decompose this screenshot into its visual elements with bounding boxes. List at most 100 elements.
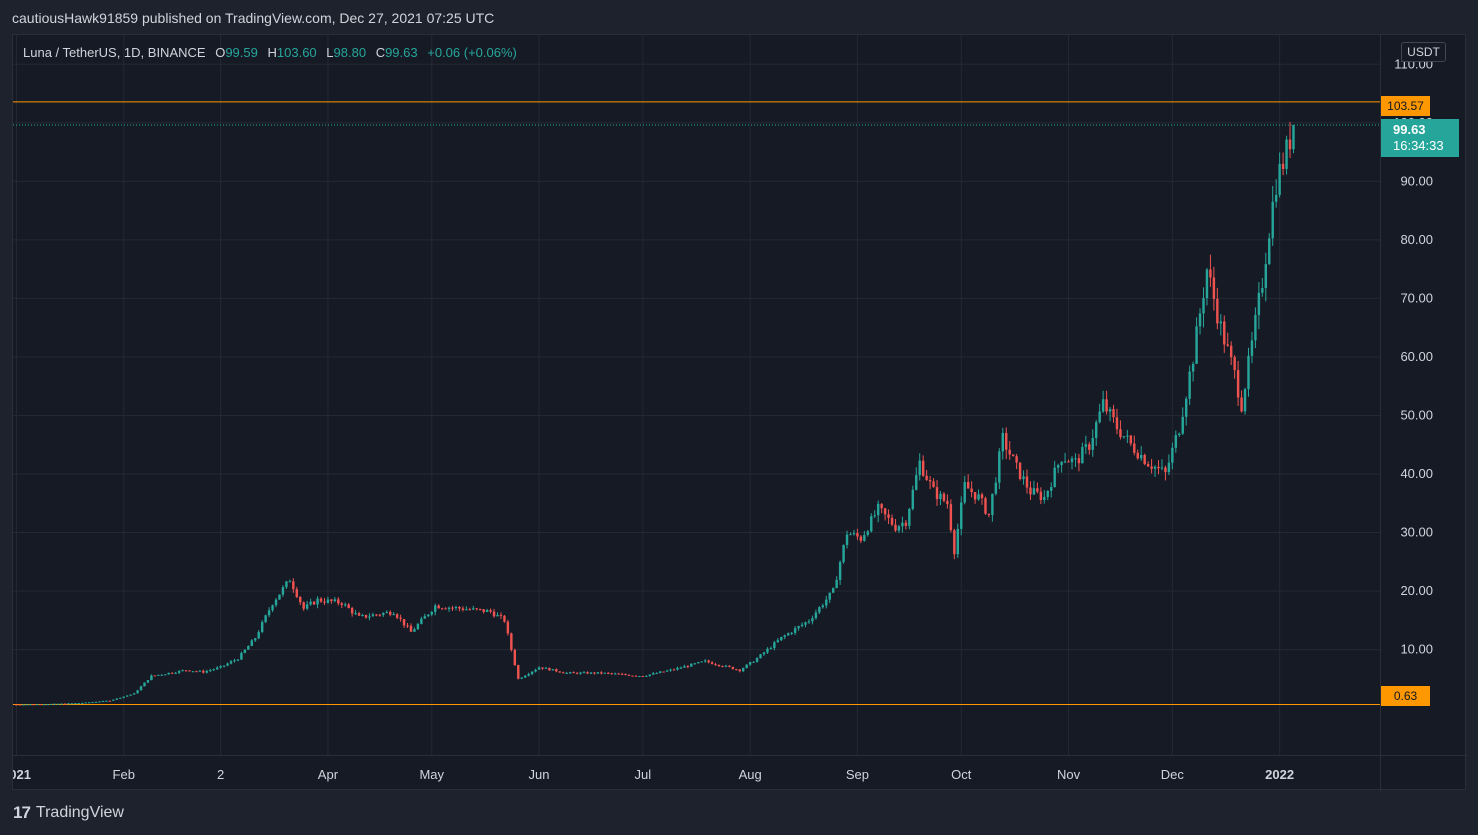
candle-body: [170, 672, 174, 674]
y-tick-label: 90.00: [1400, 173, 1433, 188]
candle-body: [728, 665, 731, 667]
candle-body: [783, 635, 786, 637]
candle-body: [973, 492, 977, 500]
candle-body: [285, 581, 288, 588]
candle-body: [465, 609, 468, 611]
candle-body: [870, 516, 873, 532]
candle-body: [427, 614, 430, 617]
candle-body: [814, 612, 818, 619]
candle-body: [510, 633, 513, 650]
candle-body: [430, 611, 433, 615]
candle-body: [330, 599, 333, 602]
candle-body: [572, 672, 575, 674]
candle-body: [638, 676, 641, 678]
candle-body: [1153, 466, 1157, 469]
candle-body: [22, 704, 25, 706]
candle-body: [1212, 277, 1216, 299]
candle-body: [520, 677, 523, 679]
candle-body: [1288, 139, 1292, 150]
symbol-title[interactable]: Luna / TetherUS, 1D, BINANCE: [23, 45, 206, 60]
y-tick-label: 50.00: [1400, 407, 1433, 422]
candle-body: [994, 482, 998, 494]
x-tick-label: Dec: [1161, 767, 1185, 782]
candle-body: [773, 642, 776, 649]
candle-body: [1098, 411, 1101, 423]
candle-body: [593, 672, 596, 674]
candle-body: [32, 704, 35, 706]
candle-body: [209, 670, 212, 672]
candle-body: [56, 703, 60, 705]
candle-body: [1250, 340, 1254, 356]
candle-body: [856, 532, 859, 537]
close-value: 99.63: [385, 45, 418, 60]
candle-body: [125, 695, 129, 697]
candle-body: [316, 598, 319, 605]
candle-body: [1063, 461, 1067, 463]
candle-body: [98, 701, 101, 703]
candle-body: [136, 690, 139, 694]
candle-body: [1129, 435, 1133, 444]
chart-panel[interactable]: 110.00100.0090.0080.0070.0060.0050.0040.…: [12, 34, 1467, 791]
candle-body: [1011, 454, 1015, 457]
candle-body: [1105, 399, 1108, 412]
candle-body: [821, 605, 825, 608]
candle-body: [925, 475, 928, 480]
candle-body: [1122, 436, 1126, 438]
candle-body: [357, 613, 361, 616]
x-tick-label: Sep: [846, 767, 869, 782]
candle-body: [1032, 488, 1036, 495]
candle-body: [980, 494, 984, 499]
high-label: H: [267, 45, 277, 60]
candle-body: [39, 704, 42, 706]
candle-body: [551, 669, 555, 671]
tradingview-logo-icon: 17: [13, 803, 31, 822]
candle-body: [350, 608, 354, 614]
candle-body: [880, 503, 883, 509]
candle-body: [1022, 476, 1025, 480]
candle-body: [859, 536, 863, 541]
candle-body: [1095, 422, 1098, 439]
candle-body: [745, 664, 748, 669]
candle-body: [1226, 344, 1229, 346]
open-label: O: [215, 45, 226, 60]
candle-body: [420, 618, 423, 624]
candle-body: [146, 680, 150, 683]
candle-body: [458, 606, 461, 609]
candle-body: [1157, 466, 1160, 469]
candle-body: [700, 661, 703, 663]
candle-body: [454, 606, 458, 608]
candle-body: [655, 673, 658, 675]
currency-button[interactable]: USDT: [1401, 42, 1446, 62]
candle-body: [697, 662, 700, 664]
candle-body: [1115, 417, 1119, 430]
candle-body: [949, 504, 953, 531]
x-tick-label: Nov: [1057, 767, 1081, 782]
candle-body: [143, 682, 146, 687]
tradingview-logo[interactable]: 17 TradingView: [13, 803, 124, 823]
candle-body: [1198, 313, 1202, 327]
candle-body: [686, 666, 690, 668]
candlestick-chart[interactable]: 110.00100.0090.0080.0070.0060.0050.0040.…: [13, 35, 1467, 791]
candle-body: [36, 704, 39, 706]
candle-body: [631, 675, 634, 677]
candle-body: [77, 703, 80, 705]
candle-body: [181, 670, 184, 672]
candle-body: [312, 601, 316, 605]
candle-body: [475, 608, 478, 610]
candle-body: [942, 493, 946, 501]
candle-body: [766, 648, 769, 653]
candle-body: [347, 604, 350, 609]
candle-body: [579, 672, 582, 674]
candle-body: [191, 671, 195, 673]
candle-body: [1257, 292, 1261, 315]
candle-body: [1043, 496, 1046, 501]
candle-body: [645, 675, 648, 677]
candle-body: [1285, 139, 1288, 169]
candle-body: [662, 671, 665, 673]
candle-body: [987, 513, 991, 515]
candle-body: [444, 608, 447, 610]
candle-body: [1216, 298, 1219, 324]
candle-body: [863, 534, 866, 541]
candle-body: [953, 530, 956, 555]
y-tick-label: 60.00: [1400, 349, 1433, 364]
